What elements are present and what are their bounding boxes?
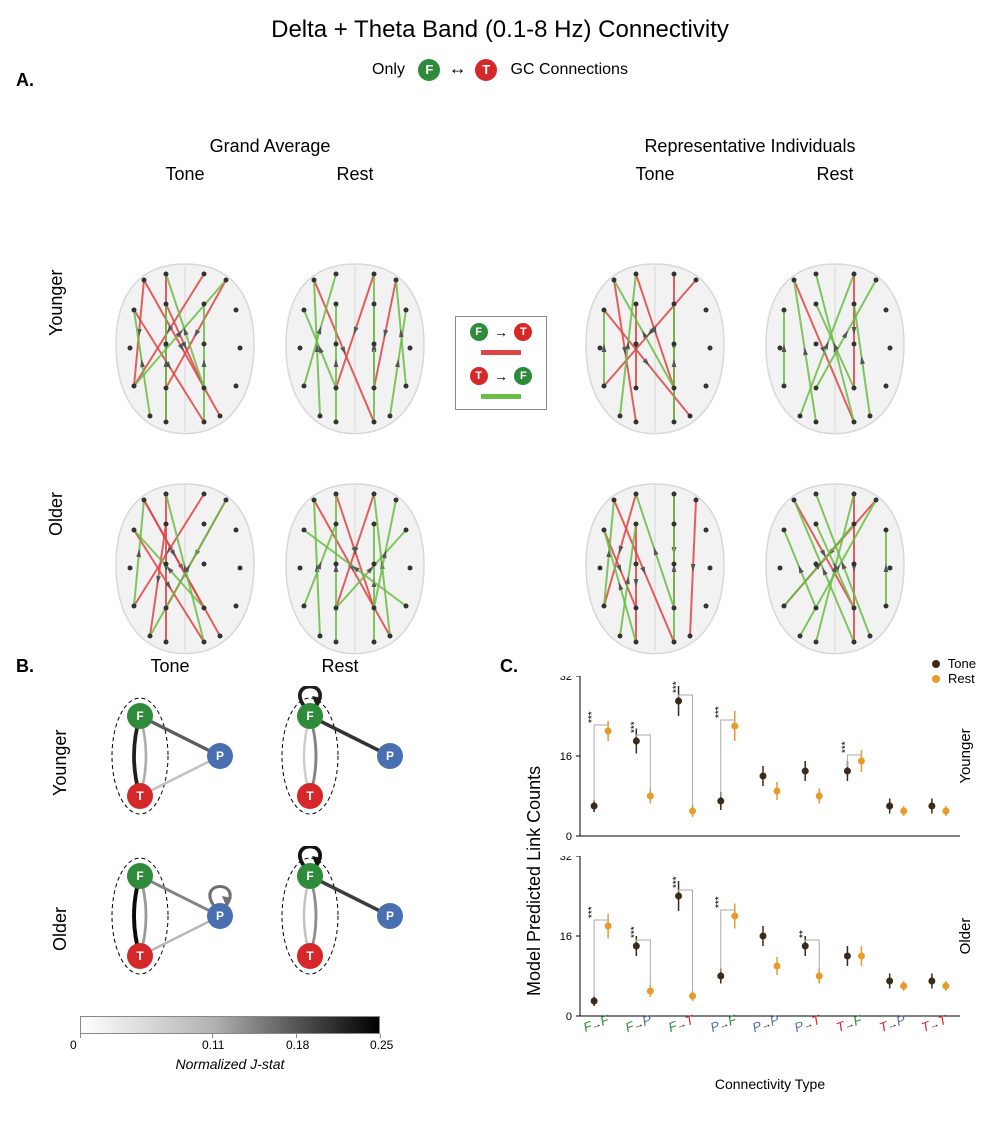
- c-legend-rest: Rest: [932, 671, 976, 686]
- panel-b-label: B.: [16, 656, 34, 677]
- b-diagram-older_tone: F T P: [90, 846, 250, 991]
- svg-text:***: ***: [840, 741, 851, 753]
- jstat-tick: 0.25: [370, 1038, 393, 1052]
- panel-b: Tone Rest Younger Older F T P F T P F T P F T P Nor…: [50, 656, 450, 1076]
- svg-text:T: T: [306, 949, 314, 963]
- subtitle-prefix: Only: [372, 61, 405, 78]
- jstat-label: Normalized J-stat: [80, 1056, 380, 1072]
- c-xlabel: Connectivity Type: [580, 1076, 960, 1092]
- svg-text:T: T: [306, 789, 314, 803]
- svg-text:Younger: Younger: [957, 728, 974, 783]
- brain-ri_younger_rest: [760, 256, 910, 446]
- svg-text:***: ***: [587, 906, 598, 918]
- svg-text:F: F: [306, 709, 313, 723]
- svg-text:T: T: [136, 949, 144, 963]
- arrow-right-icon: →: [494, 368, 508, 384]
- svg-text:Older: Older: [957, 918, 974, 955]
- svg-text:**: **: [798, 930, 809, 938]
- brain-ga_younger_tone: [110, 256, 260, 446]
- svg-text:F: F: [136, 869, 143, 883]
- jstat-tick: 0: [70, 1038, 77, 1052]
- subtitle: Only F ↔ T GC Connections: [0, 58, 1000, 81]
- b-row-older: Older: [50, 907, 71, 951]
- b-tone-heading: Tone: [110, 656, 230, 677]
- bidir-arrow-icon: ↔: [449, 58, 467, 78]
- svg-text:0: 0: [566, 831, 572, 843]
- svg-text:***: ***: [672, 681, 683, 693]
- brain-ri_older_tone: [580, 476, 730, 666]
- brain-ga_older_tone: [110, 476, 260, 666]
- svg-text:P: P: [216, 749, 224, 763]
- svg-text:***: ***: [672, 876, 683, 888]
- representative-heading: Representative Individuals: [570, 136, 930, 157]
- legend-f-badge-2: F: [514, 367, 532, 385]
- svg-text:16: 16: [560, 751, 572, 763]
- t-badge: T: [475, 59, 497, 81]
- svg-text:F: F: [306, 869, 313, 883]
- brain-ri_younger_tone: [580, 256, 730, 446]
- panel-a-label: A.: [16, 70, 34, 91]
- svg-text:16: 16: [560, 931, 572, 943]
- b-diagram-younger_rest: F T P: [260, 686, 420, 831]
- svg-text:32: 32: [560, 676, 572, 683]
- svg-text:***: ***: [714, 706, 725, 718]
- legend-tf-row: T → F: [464, 367, 538, 385]
- rest-dot-icon: [932, 675, 940, 683]
- legend-tf-line: [464, 389, 538, 403]
- svg-text:***: ***: [629, 926, 640, 938]
- b-diagram-younger_tone: F T P: [90, 686, 250, 831]
- b-rest-heading: Rest: [280, 656, 400, 677]
- c-legend: Tone Rest: [932, 656, 976, 686]
- tone-dot-icon: [932, 660, 940, 668]
- svg-text:***: ***: [587, 711, 598, 723]
- ri-tone-heading: Tone: [580, 164, 730, 185]
- svg-text:P: P: [216, 909, 224, 923]
- grand-average-heading: Grand Average: [110, 136, 430, 157]
- legend-t-badge-2: T: [470, 367, 488, 385]
- panel-c: Model Predicted Link Counts 01632Younger…: [500, 656, 980, 1116]
- row-younger: Younger: [46, 270, 67, 336]
- f-badge: F: [418, 59, 440, 81]
- brain-ri_older_rest: [760, 476, 910, 666]
- svg-text:P: P: [386, 909, 394, 923]
- jstat-tick: 0.18: [286, 1038, 309, 1052]
- svg-text:***: ***: [629, 721, 640, 733]
- brain-ga_younger_rest: [280, 256, 430, 446]
- svg-text:0: 0: [566, 1011, 572, 1023]
- jstat-tick: 0.11: [202, 1038, 224, 1052]
- brain-ga_older_rest: [280, 476, 430, 666]
- svg-text:32: 32: [560, 856, 572, 863]
- arrow-right-icon: →: [494, 324, 508, 340]
- legend-f-badge: F: [470, 323, 488, 341]
- figure-title: Delta + Theta Band (0.1-8 Hz) Connectivi…: [0, 16, 1000, 44]
- svg-text:***: ***: [714, 896, 725, 908]
- c-legend-tone: Tone: [932, 656, 976, 671]
- b-diagram-older_rest: F T P: [260, 846, 420, 991]
- b-row-younger: Younger: [50, 730, 71, 796]
- row-older: Older: [46, 492, 67, 536]
- jstat-colorbar: [80, 1016, 380, 1034]
- svg-text:P: P: [386, 749, 394, 763]
- ri-rest-heading: Rest: [760, 164, 910, 185]
- ga-rest-heading: Rest: [280, 164, 430, 185]
- svg-text:T: T: [136, 789, 144, 803]
- ga-tone-heading: Tone: [110, 164, 260, 185]
- legend-ft-line: [464, 345, 538, 359]
- direction-legend: F → T T → F: [455, 316, 547, 410]
- legend-t-badge: T: [514, 323, 532, 341]
- subtitle-gc: GC Connections: [511, 61, 628, 78]
- svg-text:F: F: [136, 709, 143, 723]
- legend-ft-row: F → T: [464, 323, 538, 341]
